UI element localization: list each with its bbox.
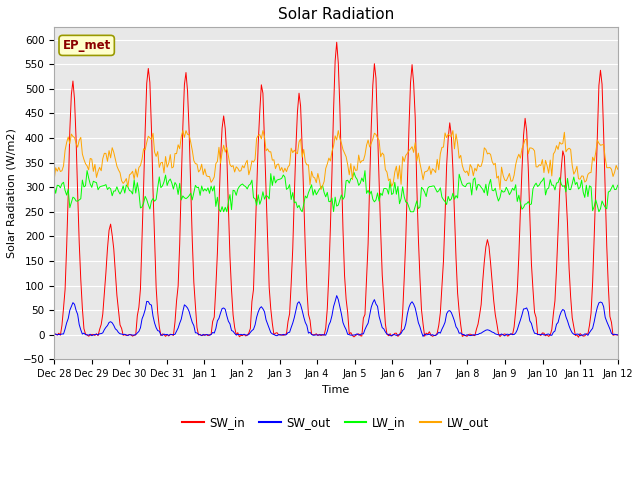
Text: EP_met: EP_met [63, 39, 111, 52]
LW_out [179, 128, 187, 133]
LW_out [119, 180, 127, 186]
LW_in [586, 183, 593, 189]
LW_out [51, 178, 58, 183]
SW_out [586, 330, 593, 336]
SW_out [119, 332, 127, 337]
SW_in [218, 125, 226, 131]
Line: LW_out: LW_out [54, 131, 618, 190]
LW_out [248, 158, 256, 164]
LW_in [221, 204, 229, 210]
SW_out [297, 302, 305, 308]
SW_out [51, 332, 58, 338]
LW_in [614, 182, 621, 188]
LW_out [317, 187, 325, 192]
LW_out [298, 155, 306, 160]
LW_in [240, 183, 248, 189]
LW_in [51, 183, 58, 189]
SW_in [575, 335, 582, 340]
Title: Solar Radiation: Solar Radiation [278, 7, 394, 22]
SW_out [237, 332, 244, 337]
LW_out [614, 167, 621, 172]
Line: SW_in: SW_in [54, 42, 618, 337]
SW_in [237, 333, 244, 338]
Line: LW_in: LW_in [54, 170, 618, 212]
SW_in [586, 323, 593, 328]
LW_in [300, 202, 308, 207]
LW_in [217, 209, 225, 215]
X-axis label: Time: Time [323, 384, 349, 395]
LW_in [121, 190, 129, 196]
SW_in [297, 103, 305, 109]
Y-axis label: Solar Radiation (W/m2): Solar Radiation (W/m2) [7, 128, 17, 258]
SW_out [246, 329, 254, 335]
LW_in [83, 168, 91, 173]
SW_in [119, 333, 127, 338]
SW_in [614, 332, 621, 338]
Line: SW_out: SW_out [54, 296, 618, 336]
SW_out [333, 293, 340, 299]
SW_in [333, 39, 340, 45]
LW_out [239, 163, 246, 168]
SW_out [419, 334, 427, 339]
SW_out [218, 306, 226, 312]
LW_out [220, 142, 227, 148]
SW_in [246, 325, 254, 331]
SW_out [614, 332, 621, 337]
LW_out [586, 170, 593, 176]
SW_in [51, 331, 58, 337]
Legend: SW_in, SW_out, LW_in, LW_out: SW_in, SW_out, LW_in, LW_out [178, 412, 494, 434]
LW_in [250, 195, 257, 201]
